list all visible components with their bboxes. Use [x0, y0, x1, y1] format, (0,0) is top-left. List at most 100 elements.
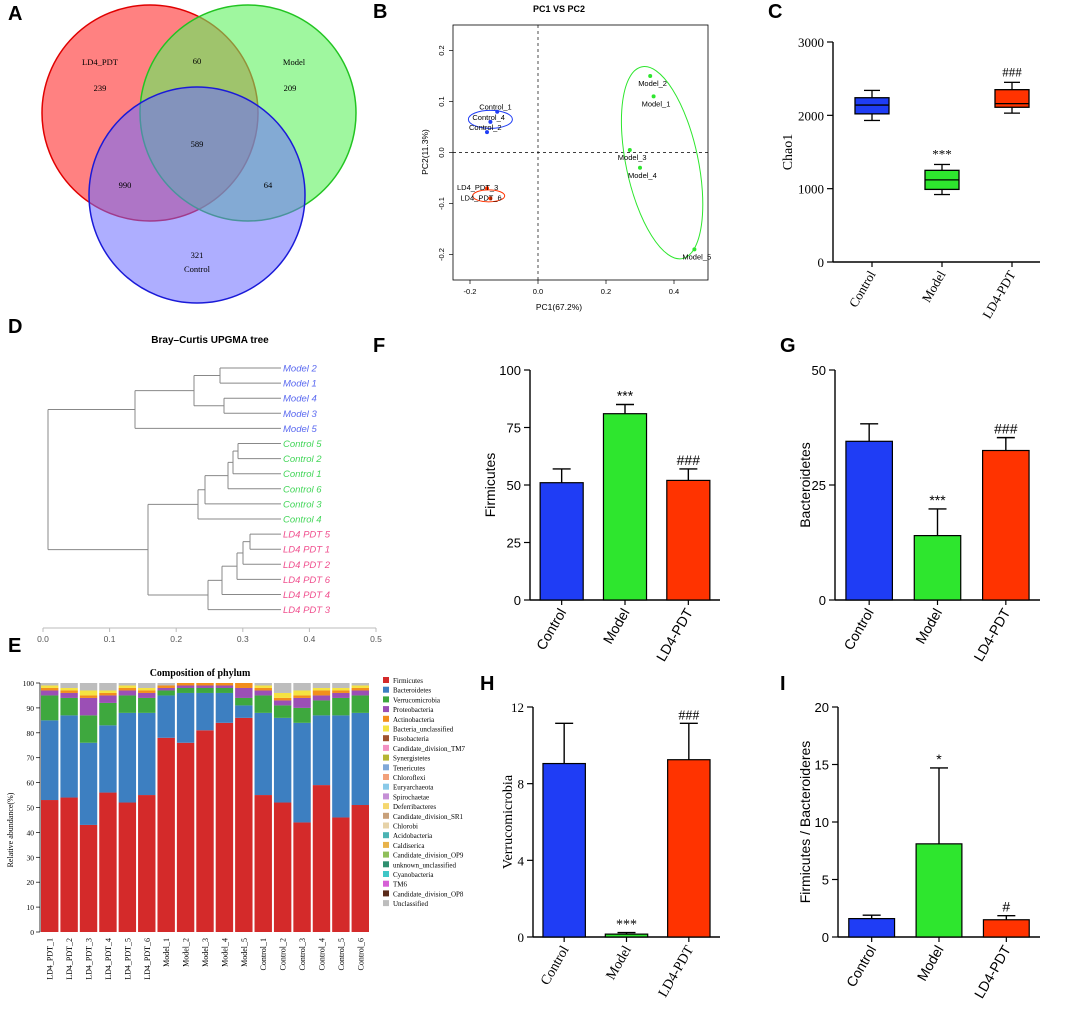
composition-bar-segment: [351, 685, 369, 688]
dendrogram-tick-label: 0.3: [237, 634, 249, 644]
composition-bar-segment: [351, 687, 369, 691]
composition-ytick-label: 0: [30, 928, 34, 937]
composition-bar-segment: [138, 692, 156, 698]
composition-xtick-label: LD4_PDT_4: [104, 938, 113, 980]
composition-bar-segment: [99, 690, 117, 693]
composition-bar-segment: [312, 695, 331, 701]
composition-bar-segment: [273, 717, 292, 803]
chao1-ytick-label: 0: [818, 255, 825, 270]
composition-legend-label: Fusobacteria: [393, 735, 430, 743]
pca-point-label: LD4_PDT_6: [460, 193, 501, 202]
composition-bar-segment: [332, 715, 350, 818]
composition-bar-segment: [138, 687, 156, 691]
composition-bar-segment: [60, 692, 78, 698]
composition-legend-label: unknown_unclassified: [393, 861, 456, 869]
composition-bar-segment: [273, 692, 292, 698]
venn-count-ld4-model: 60: [193, 56, 202, 66]
pca-point-label: Model_4: [628, 171, 657, 180]
composition-bar-segment: [41, 720, 59, 801]
pca-point: [651, 94, 656, 99]
bar: [539, 482, 584, 601]
composition-bar-segment: [254, 695, 272, 713]
composition-bar-segment: [138, 697, 156, 713]
chao1-ytick-label: 1000: [798, 182, 824, 197]
pca-point-label: Model_5: [682, 252, 711, 261]
composition-legend-label: Caldiserica: [393, 842, 425, 850]
dendrogram-tick-label: 0.1: [104, 634, 116, 644]
bar: [542, 762, 586, 938]
composition-xtick-label: LD4_PDT_2: [65, 938, 74, 980]
composition-bar-segment: [293, 697, 311, 708]
composition-bar-segment: [176, 685, 195, 688]
dendrogram-leaf-label: Control 3: [283, 499, 322, 510]
composition-bar-segment: [196, 730, 214, 932]
pca-point-label: Control_2: [469, 123, 502, 132]
composition-bar-segment: [312, 687, 331, 691]
dendrogram-leaf-label: LD4 PDT 5: [283, 530, 331, 541]
pca-xtick-label: 0.2: [601, 287, 611, 296]
composition-bar-segment: [254, 685, 272, 688]
composition-legend-label: Firmicutes: [393, 677, 423, 685]
bar: [666, 479, 711, 601]
composition-bar-segment: [351, 695, 369, 713]
composition-bar-segment: [41, 687, 59, 691]
panel-letter-i: I: [780, 673, 786, 695]
composition-legend-label: Spirochaetae: [393, 793, 429, 801]
bar-ytick-label: 8: [518, 777, 525, 792]
composition-xtick-label: LD4_PDT_5: [123, 938, 132, 980]
panel-letter-d: D: [8, 316, 22, 338]
composition-bar-segment: [79, 690, 98, 696]
venn-count-control-only: 321: [191, 250, 204, 260]
composition-ytick-label: 100: [23, 679, 35, 688]
composition-bar-segment: [332, 817, 350, 932]
composition-ytick-label: 70: [27, 754, 35, 763]
composition-bar-segment: [196, 683, 214, 686]
venn-circle-control: [88, 86, 306, 304]
composition-bar-segment: [235, 697, 253, 706]
composition-xtick-label: LD4_PDT_6: [143, 938, 152, 980]
composition-bar-segment: [99, 683, 117, 691]
pca-point: [485, 130, 489, 135]
bar-significance: ***: [616, 918, 637, 933]
pca-point: [638, 165, 642, 170]
dendrogram-tick-label: 0.0: [37, 634, 49, 644]
composition-bar-segment: [60, 683, 78, 688]
firmicutes-bar-chart: Firmicutes 0 25 50 75 100 Control *** Model ### LD…: [482, 363, 720, 664]
composition-legend-swatch: [383, 783, 389, 790]
chao1-box: [994, 89, 1030, 108]
composition-bar-segment: [41, 683, 59, 686]
bar-ytick-label: 0: [518, 930, 525, 945]
composition-bar-segment: [293, 683, 311, 691]
dendrogram-leaf-label: Model 4: [283, 394, 317, 405]
composition-bar-segment: [332, 692, 350, 698]
composition-ytick-label: 60: [27, 779, 35, 788]
composition-bar-segment: [293, 707, 311, 723]
chao1-xtick-label: LD4-PDT: [979, 268, 1018, 321]
composition-bar-segment: [273, 700, 292, 706]
composition-xtick-label: Control_5: [337, 938, 346, 970]
composition-xtick-label: Control_6: [356, 938, 365, 970]
venn-label-control: Control: [184, 264, 211, 274]
composition-legend-label: Euryarchaeota: [393, 784, 434, 792]
dendrogram-tick-label: 0.2: [170, 634, 182, 644]
composition-legend-swatch: [383, 744, 389, 751]
composition-legend-label: Candidate_division_OP9: [393, 852, 464, 860]
venn-count-ld4-control: 990: [119, 180, 132, 190]
dendrogram-leaf-label: Model 3: [283, 409, 318, 420]
bar: [981, 449, 1030, 601]
composition-bar-segment: [99, 725, 117, 793]
chao1-xtick-label: Model: [919, 268, 949, 305]
composition-bar-segment: [351, 712, 369, 806]
composition-bar-segment: [41, 690, 59, 696]
composition-bar-segment: [312, 785, 331, 932]
bar-ytick-label: 0: [514, 593, 521, 608]
composition-legend-swatch: [383, 764, 389, 771]
chao1-box: [854, 97, 890, 115]
composition-bar-segment: [118, 712, 137, 803]
bar: [667, 759, 711, 938]
dendrogram-leaf-label: LD4 PDT 3: [283, 605, 331, 616]
pca-ytick-label: 0.1: [437, 96, 446, 106]
bar-ytick-label: 0: [819, 593, 826, 608]
composition-bar-segment: [79, 742, 98, 825]
